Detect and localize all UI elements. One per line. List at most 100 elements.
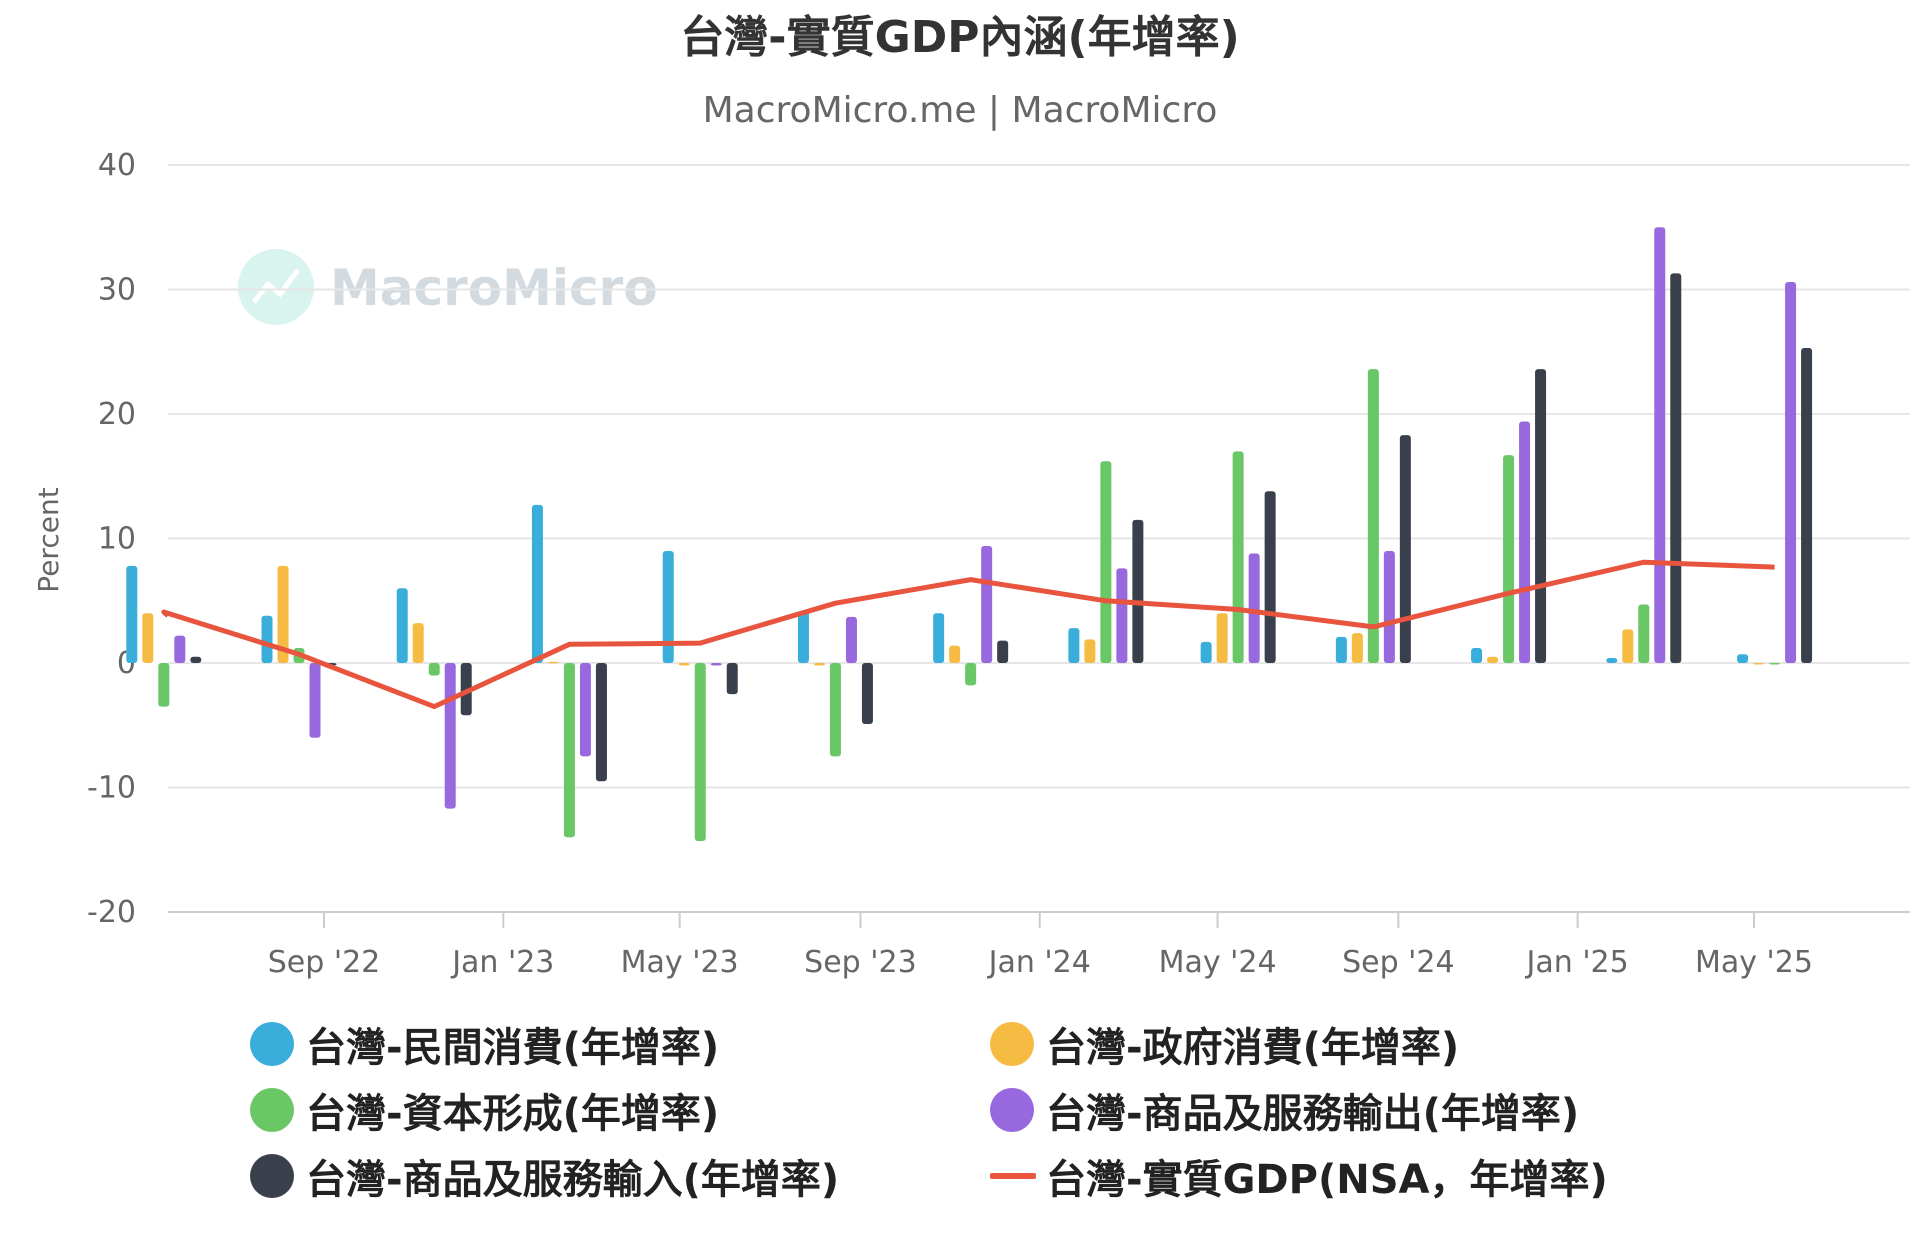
bar bbox=[1471, 648, 1483, 663]
legend-item-capital-formation[interactable]: 台灣-資本形成(年增率) bbox=[250, 1084, 990, 1137]
bar bbox=[1248, 553, 1260, 663]
line-series bbox=[161, 559, 1775, 710]
x-tick-label: Jan '23 bbox=[450, 945, 554, 980]
bar bbox=[1769, 663, 1781, 665]
bar bbox=[1232, 451, 1244, 663]
y-tick-label: 40 bbox=[98, 148, 136, 183]
y-tick-label: 30 bbox=[98, 273, 136, 308]
legend-dot-icon bbox=[250, 1022, 294, 1066]
legend-label: 台灣-商品及服務輸入(年增率) bbox=[306, 1157, 840, 1203]
y-tick-label: 10 bbox=[98, 522, 136, 557]
bar bbox=[1654, 227, 1666, 663]
bar bbox=[444, 663, 456, 809]
watermark: MacroMicro bbox=[238, 249, 658, 325]
x-tick-label: May '25 bbox=[1695, 945, 1813, 980]
bar bbox=[1068, 628, 1080, 663]
x-tick-label: Jan '24 bbox=[987, 945, 1091, 980]
legend-dot-icon bbox=[250, 1154, 294, 1198]
legend-dot-icon bbox=[250, 1088, 294, 1132]
x-tick-label: Sep '24 bbox=[1342, 945, 1455, 980]
bar bbox=[1216, 613, 1228, 663]
bar bbox=[829, 663, 841, 757]
bar bbox=[1367, 369, 1379, 663]
bar bbox=[678, 663, 690, 666]
bar bbox=[1503, 455, 1515, 663]
legend-item-private-consumption[interactable]: 台灣-民間消費(年增率) bbox=[250, 1018, 990, 1071]
bar bbox=[174, 635, 186, 663]
bar bbox=[949, 645, 961, 663]
bar bbox=[1200, 641, 1212, 663]
bar bbox=[1638, 604, 1650, 663]
y-tick-label: -10 bbox=[87, 771, 136, 806]
bar bbox=[1084, 639, 1096, 663]
bar bbox=[845, 616, 857, 663]
bar bbox=[710, 663, 722, 666]
bar bbox=[1100, 461, 1112, 663]
bar bbox=[563, 663, 575, 838]
bar-series-4 bbox=[190, 273, 1813, 782]
legend-label: 台灣-商品及服務輸出(年增率) bbox=[1046, 1091, 1580, 1137]
legend-label: 台灣-資本形成(年增率) bbox=[306, 1091, 720, 1137]
legend-line-icon bbox=[990, 1173, 1036, 1179]
bar bbox=[965, 663, 977, 686]
bar bbox=[277, 565, 289, 663]
bar bbox=[662, 550, 674, 663]
bar-series-2 bbox=[158, 369, 1781, 842]
bar bbox=[1801, 348, 1813, 663]
bar bbox=[1737, 654, 1749, 663]
y-tick-label: -20 bbox=[87, 895, 136, 930]
x-tick-label: May '24 bbox=[1159, 945, 1277, 980]
legend-label: 台灣-實質GDP(NSA，年增率) bbox=[1046, 1157, 1608, 1203]
legend: 台灣-民間消費(年增率) 台灣-政府消費(年增率) 台灣-資本形成(年增率) 台… bbox=[250, 1018, 1750, 1203]
bar bbox=[142, 613, 154, 663]
bar bbox=[726, 663, 738, 695]
bar bbox=[531, 504, 543, 663]
gdp-line bbox=[161, 559, 1775, 710]
bar bbox=[190, 656, 202, 663]
bar bbox=[1335, 636, 1347, 663]
bar bbox=[547, 661, 559, 664]
legend-item-real-gdp[interactable]: 台灣-實質GDP(NSA，年增率) bbox=[990, 1150, 1730, 1203]
legend-dot-icon bbox=[990, 1088, 1034, 1132]
bar-series-1 bbox=[142, 565, 1765, 666]
bar bbox=[1487, 656, 1499, 663]
bar bbox=[997, 640, 1009, 663]
bar bbox=[158, 663, 170, 707]
bar-series-0 bbox=[126, 504, 1749, 663]
legend-label: 台灣-民間消費(年增率) bbox=[306, 1025, 720, 1071]
legend-item-imports[interactable]: 台灣-商品及服務輸入(年增率) bbox=[250, 1150, 990, 1203]
bar-series-3 bbox=[174, 227, 1797, 809]
bar bbox=[428, 663, 440, 676]
bar bbox=[309, 663, 321, 738]
legend-item-exports[interactable]: 台灣-商品及服務輸出(年增率) bbox=[990, 1084, 1730, 1137]
bar bbox=[797, 610, 809, 663]
bar bbox=[933, 613, 945, 663]
bar bbox=[1519, 421, 1531, 663]
bar bbox=[1116, 568, 1128, 663]
bar bbox=[981, 545, 993, 663]
watermark-logo-icon bbox=[238, 249, 314, 325]
bar bbox=[1622, 629, 1634, 663]
bar bbox=[694, 663, 706, 842]
bar bbox=[126, 565, 138, 663]
x-tick-label: May '23 bbox=[621, 945, 739, 980]
x-tick-label: Sep '23 bbox=[804, 945, 917, 980]
bar bbox=[1399, 435, 1411, 663]
bar bbox=[861, 663, 873, 725]
bar bbox=[412, 623, 424, 663]
chart-title: 台灣-實質GDP內涵(年增率) bbox=[680, 12, 1239, 63]
bar bbox=[396, 588, 408, 663]
bar bbox=[1606, 658, 1618, 663]
x-tick-label: Sep '22 bbox=[268, 945, 381, 980]
bar bbox=[579, 663, 591, 757]
legend-item-government-consumption[interactable]: 台灣-政府消費(年增率) bbox=[990, 1018, 1730, 1071]
chart-subtitle: MacroMicro.me | MacroMicro bbox=[703, 90, 1218, 131]
bar bbox=[595, 663, 607, 782]
bar bbox=[1753, 663, 1765, 665]
bar bbox=[1351, 633, 1363, 663]
watermark-text: MacroMicro bbox=[330, 259, 658, 317]
bar bbox=[1383, 550, 1395, 663]
legend-label: 台灣-政府消費(年增率) bbox=[1046, 1025, 1460, 1071]
